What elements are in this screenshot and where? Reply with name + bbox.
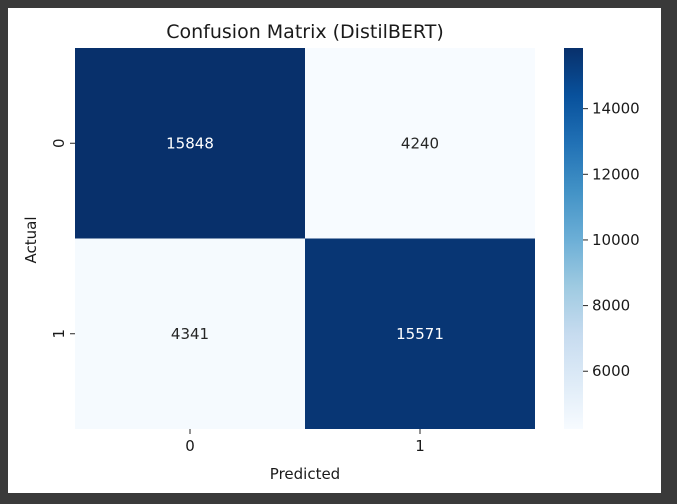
cell-label-1-0: 4341 xyxy=(171,325,209,343)
heatmap-cell-1-0 xyxy=(75,238,305,429)
cell-label-0-1: 4240 xyxy=(401,134,439,152)
colorbar-tick-label-1: 8000 xyxy=(592,297,630,315)
x-axis-label: Predicted xyxy=(270,465,340,483)
cell-label-1-1: 15571 xyxy=(396,325,444,343)
heatmap-cell-0-0 xyxy=(75,48,305,239)
colorbar xyxy=(564,48,583,429)
confusion-matrix-chart: Confusion Matrix (DistilBERT) 15848 4240 4… xyxy=(22,21,640,483)
x-tick-label-1: 1 xyxy=(415,437,425,455)
colorbar-tick-label-4: 14000 xyxy=(592,100,640,118)
y-tick-label-1: 1 xyxy=(50,329,68,339)
colorbar-tick-label-0: 6000 xyxy=(592,362,630,380)
cell-label-0-0: 15848 xyxy=(166,134,214,152)
y-axis-label: Actual xyxy=(22,217,40,264)
chart-title: Confusion Matrix (DistilBERT) xyxy=(166,21,444,43)
x-tick-label-0: 0 xyxy=(185,437,195,455)
colorbar-tick-label-3: 12000 xyxy=(592,165,640,183)
figure: Confusion Matrix (DistilBERT) 15848 4240 4… xyxy=(8,8,661,493)
colorbar-tick-label-2: 10000 xyxy=(592,231,640,249)
heatmap-cell-0-1 xyxy=(305,48,535,239)
y-tick-label-0: 0 xyxy=(50,138,68,148)
heatmap-cell-1-1 xyxy=(305,238,535,429)
